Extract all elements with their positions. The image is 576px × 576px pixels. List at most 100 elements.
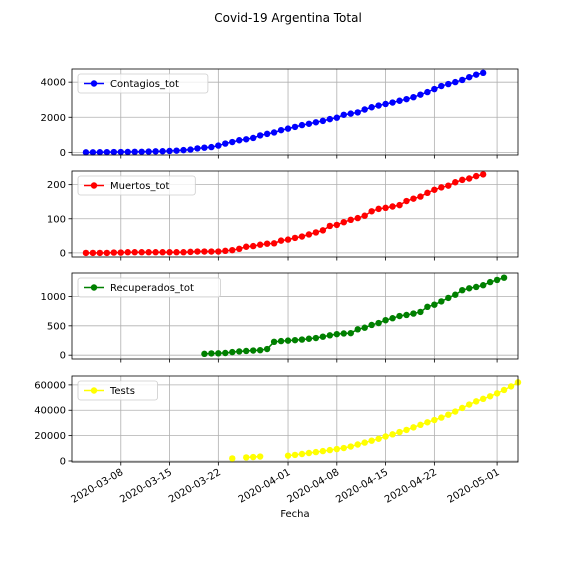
data-point — [417, 193, 424, 200]
y-tick-label: 0 — [60, 351, 66, 362]
axes-frame — [71, 375, 519, 463]
data-point — [459, 287, 466, 294]
data-point — [452, 179, 459, 186]
series-line — [85, 173, 484, 254]
data-point — [152, 249, 159, 256]
y-tick-label: 200 — [47, 180, 66, 191]
data-point — [375, 205, 382, 213]
data-point — [236, 245, 243, 253]
data-point — [298, 450, 306, 458]
y-tick-label: 60000 — [34, 380, 66, 391]
y-tick-label: 20000 — [34, 431, 66, 442]
data-point — [291, 451, 299, 459]
y-tick-label: 4000 — [41, 78, 66, 89]
axes-frame — [71, 68, 519, 156]
data-point — [145, 148, 152, 155]
data-point — [326, 446, 334, 454]
series-Recuperados_tot — [201, 274, 508, 358]
data-point — [438, 184, 445, 191]
data-point — [194, 145, 201, 152]
data-point — [180, 249, 187, 256]
data-point — [410, 195, 417, 202]
data-point — [243, 243, 250, 250]
legend-box — [77, 175, 196, 196]
data-point — [229, 138, 236, 146]
data-point — [333, 221, 341, 229]
data-point — [375, 102, 382, 109]
data-point — [243, 347, 250, 355]
data-point — [424, 88, 431, 96]
data-point — [277, 337, 285, 345]
data-point — [396, 428, 403, 436]
legend-label: Contagios_tot — [110, 79, 179, 90]
data-point — [215, 142, 222, 149]
data-point — [403, 311, 410, 319]
data-point — [229, 246, 236, 254]
legend: Tests — [77, 380, 158, 401]
series-Contagios_tot — [82, 69, 487, 156]
data-point — [479, 69, 487, 77]
data-point — [152, 148, 159, 155]
data-point — [131, 148, 138, 156]
legend-label: Tests — [109, 386, 135, 397]
legend-marker — [90, 80, 98, 87]
data-point — [347, 329, 354, 337]
data-point — [403, 95, 410, 103]
data-point — [138, 249, 145, 256]
data-point — [173, 147, 180, 154]
data-point — [277, 237, 285, 244]
data-point — [507, 383, 515, 390]
y-tick-label: 0 — [60, 456, 66, 467]
data-point — [180, 146, 187, 154]
data-point — [124, 148, 131, 156]
data-point — [486, 278, 494, 286]
legend-marker — [90, 387, 98, 394]
data-point — [452, 408, 459, 415]
data-point — [208, 143, 215, 151]
data-point — [291, 336, 299, 344]
series-Tests — [229, 379, 522, 462]
legend-box — [77, 277, 221, 298]
legend-marker — [90, 284, 98, 291]
subplot-1: 0 2000 4000 Contagios_tot — [41, 68, 519, 159]
data-point — [82, 149, 90, 156]
data-point — [347, 216, 354, 224]
data-point — [187, 146, 194, 153]
data-point — [479, 282, 487, 289]
data-point — [229, 455, 236, 462]
data-point — [124, 249, 131, 256]
data-point — [173, 249, 180, 256]
data-point — [208, 350, 215, 357]
data-point — [354, 441, 361, 448]
data-point — [500, 386, 508, 394]
chart-title: Covid-19 Argentina Total — [214, 11, 362, 25]
data-point — [410, 93, 417, 101]
y-tick-label: 0 — [60, 248, 66, 259]
data-point — [305, 335, 313, 342]
data-point — [103, 249, 111, 257]
data-point — [256, 453, 264, 460]
data-point — [472, 172, 480, 180]
data-point — [493, 390, 501, 397]
data-point — [326, 115, 334, 123]
data-point — [340, 444, 347, 452]
y-tick-label: 0 — [60, 148, 66, 159]
data-point — [236, 137, 243, 144]
data-point — [445, 80, 452, 88]
data-point — [249, 134, 257, 142]
data-point — [410, 424, 417, 431]
data-point — [389, 203, 396, 210]
legend-label: Recuperados_tot — [110, 283, 194, 294]
data-point — [222, 140, 229, 147]
data-point — [472, 398, 480, 405]
data-point — [222, 247, 229, 255]
data-point — [103, 148, 111, 156]
data-point — [389, 315, 396, 322]
data-point — [312, 334, 320, 342]
data-point — [166, 249, 173, 256]
data-point — [368, 104, 375, 111]
data-point — [361, 324, 368, 331]
data-point — [117, 249, 124, 256]
data-point — [284, 452, 292, 459]
